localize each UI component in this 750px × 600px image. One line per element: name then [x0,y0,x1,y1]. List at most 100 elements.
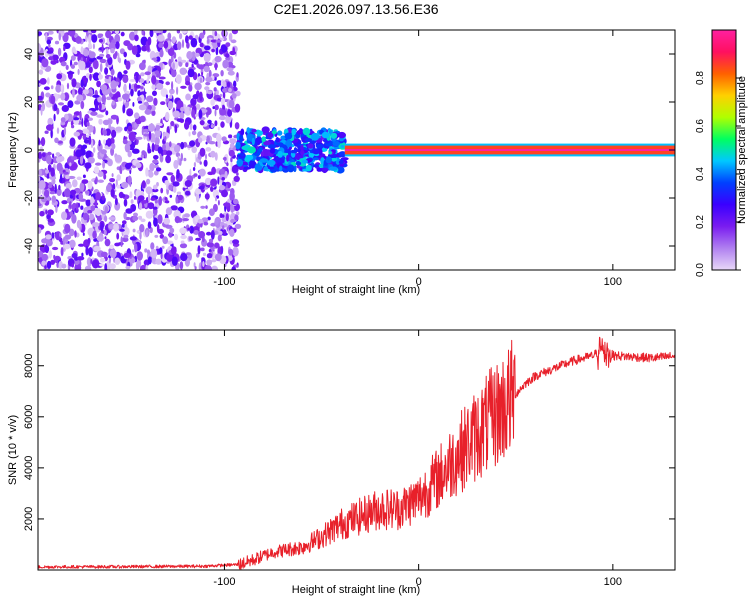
heatmap-noise-cell [63,171,69,175]
heatmap-noise-cell [61,263,67,269]
heatmap-noise-cell [59,232,62,237]
heatmap-transition-cell [277,130,283,136]
y-tick-label: 4000 [23,456,35,480]
heatmap-noise-cell [56,127,60,134]
heatmap-noise-cell [166,253,173,262]
heatmap-transition-cell [338,151,347,158]
heatmap-noise-cell [52,246,59,251]
heatmap-noise-cell [53,113,56,122]
heatmap-noise-cell [50,259,56,265]
heatmap-noise-cell [231,266,236,270]
heatmap-noise-cell [103,229,107,236]
heatmap-noise-cell [70,120,74,127]
heatmap-noise-cell [73,50,78,55]
heatmap-noise-cell [214,253,222,262]
heatmap-noise-cell [169,194,173,198]
heatmap-noise-cell [73,117,80,121]
heatmap-noise-cell [184,180,192,187]
heatmap-noise-cell [151,188,159,193]
heatmap-noise-cell [170,53,174,64]
heatmap-noise-cell [87,180,93,190]
heatmap-noise-cell [180,253,188,262]
heatmap-transition-cell [287,149,292,157]
heatmap-noise-cell [199,42,204,48]
heatmap-noise-cell [154,234,159,238]
heatmap-noise-cell [105,48,109,55]
heatmap-noise-cell [88,117,93,121]
heatmap-noise-cell [179,227,187,234]
heatmap-noise-cell [45,169,49,174]
heatmap-transition-cell [266,159,276,166]
heatmap-noise-cell [82,134,87,140]
heatmap-noise-cell [95,191,101,201]
heatmap-noise-cell [54,137,59,144]
heatmap-noise-cell [92,43,95,50]
heatmap-noise-cell [80,46,84,55]
heatmap-noise-cell [46,50,54,54]
heatmap-noise-cell [49,191,56,195]
heatmap-transition-cell [246,133,253,141]
heatmap-transition-cell [263,166,267,172]
heatmap-noise-cell [136,251,143,261]
heatmap-noise-cell [127,140,132,145]
heatmap-noise-cell [66,82,70,90]
heatmap-noise-cell [171,256,178,267]
heatmap-noise-cell [185,252,191,256]
heatmap-noise-cell [167,100,174,110]
heatmap-noise-cell [225,56,231,61]
heatmap-transition-cell [251,128,257,133]
heatmap-noise-cell [136,136,143,140]
heatmap-noise-cell [161,245,165,249]
heatmap-noise-cell [97,171,104,177]
colorbar: 0.0 0.2 0.4 0.6 0.8 Normalized spectral ampl… [695,29,748,277]
heatmap-noise-cell [83,30,88,33]
x-tick-label: 0 [416,276,422,288]
heatmap-noise-cell [216,80,223,86]
heatmap-transition-cell [267,166,275,170]
heatmap-noise-cell [151,84,156,90]
heatmap-noise-cell [197,64,205,70]
colorbar-label: Normalized spectral amplitude [736,76,748,224]
heatmap-noise-cell [152,206,158,210]
heatmap-noise-cell [182,218,190,222]
heatmap-noise-cell [179,111,185,120]
heatmap-noise-cell [61,200,68,205]
heatmap-noise-cell [64,239,69,243]
heatmap-noise-cell [39,78,47,85]
heatmap-noise-cell [211,48,216,53]
heatmap-transition-cell [261,136,266,143]
y-tick-label: 40 [23,48,35,60]
heatmap-noise-cell [164,180,170,185]
heatmap-noise-cell [57,140,63,144]
heatmap-noise-cell [97,74,103,80]
heatmap-noise-cell [168,58,172,67]
heatmap-noise-cell [139,78,145,83]
heatmap-noise-cell [194,82,202,91]
heatmap-noise-cell [123,85,126,92]
heatmap-noise-cell [135,260,140,270]
heatmap-noise-cell [99,62,103,73]
heatmap-noise-cell [138,104,147,111]
heatmap-noise-cell [40,137,46,147]
heatmap-noise-cell [221,44,228,53]
heatmap-noise-cell [151,75,157,85]
heatmap-noise-cell [229,138,237,144]
heatmap-noise-cell [124,143,131,153]
heatmap-transition-cell [340,144,345,149]
heatmap-noise-cell [65,183,72,189]
heatmap-noise-cell [143,59,146,64]
heatmap-noise-cell [129,31,136,41]
heatmap-noise-cell [205,81,211,86]
heatmap-transition-cell [340,157,349,161]
heatmap-noise-cell [188,131,191,137]
heatmap-noise-cell [108,216,116,221]
heatmap-noise-cell [60,246,64,257]
heatmap-noise-cell [72,179,78,188]
heatmap-noise-cell [87,237,91,244]
heatmap-noise-cell [183,213,190,218]
heatmap-noise-cell [123,252,131,258]
heatmap-noise-cell [236,72,239,78]
figure-title: C2E1.2026.097.13.56.E36 [273,1,438,17]
heatmap-noise-cell [190,98,197,106]
heatmap-noise-cell [153,155,159,160]
